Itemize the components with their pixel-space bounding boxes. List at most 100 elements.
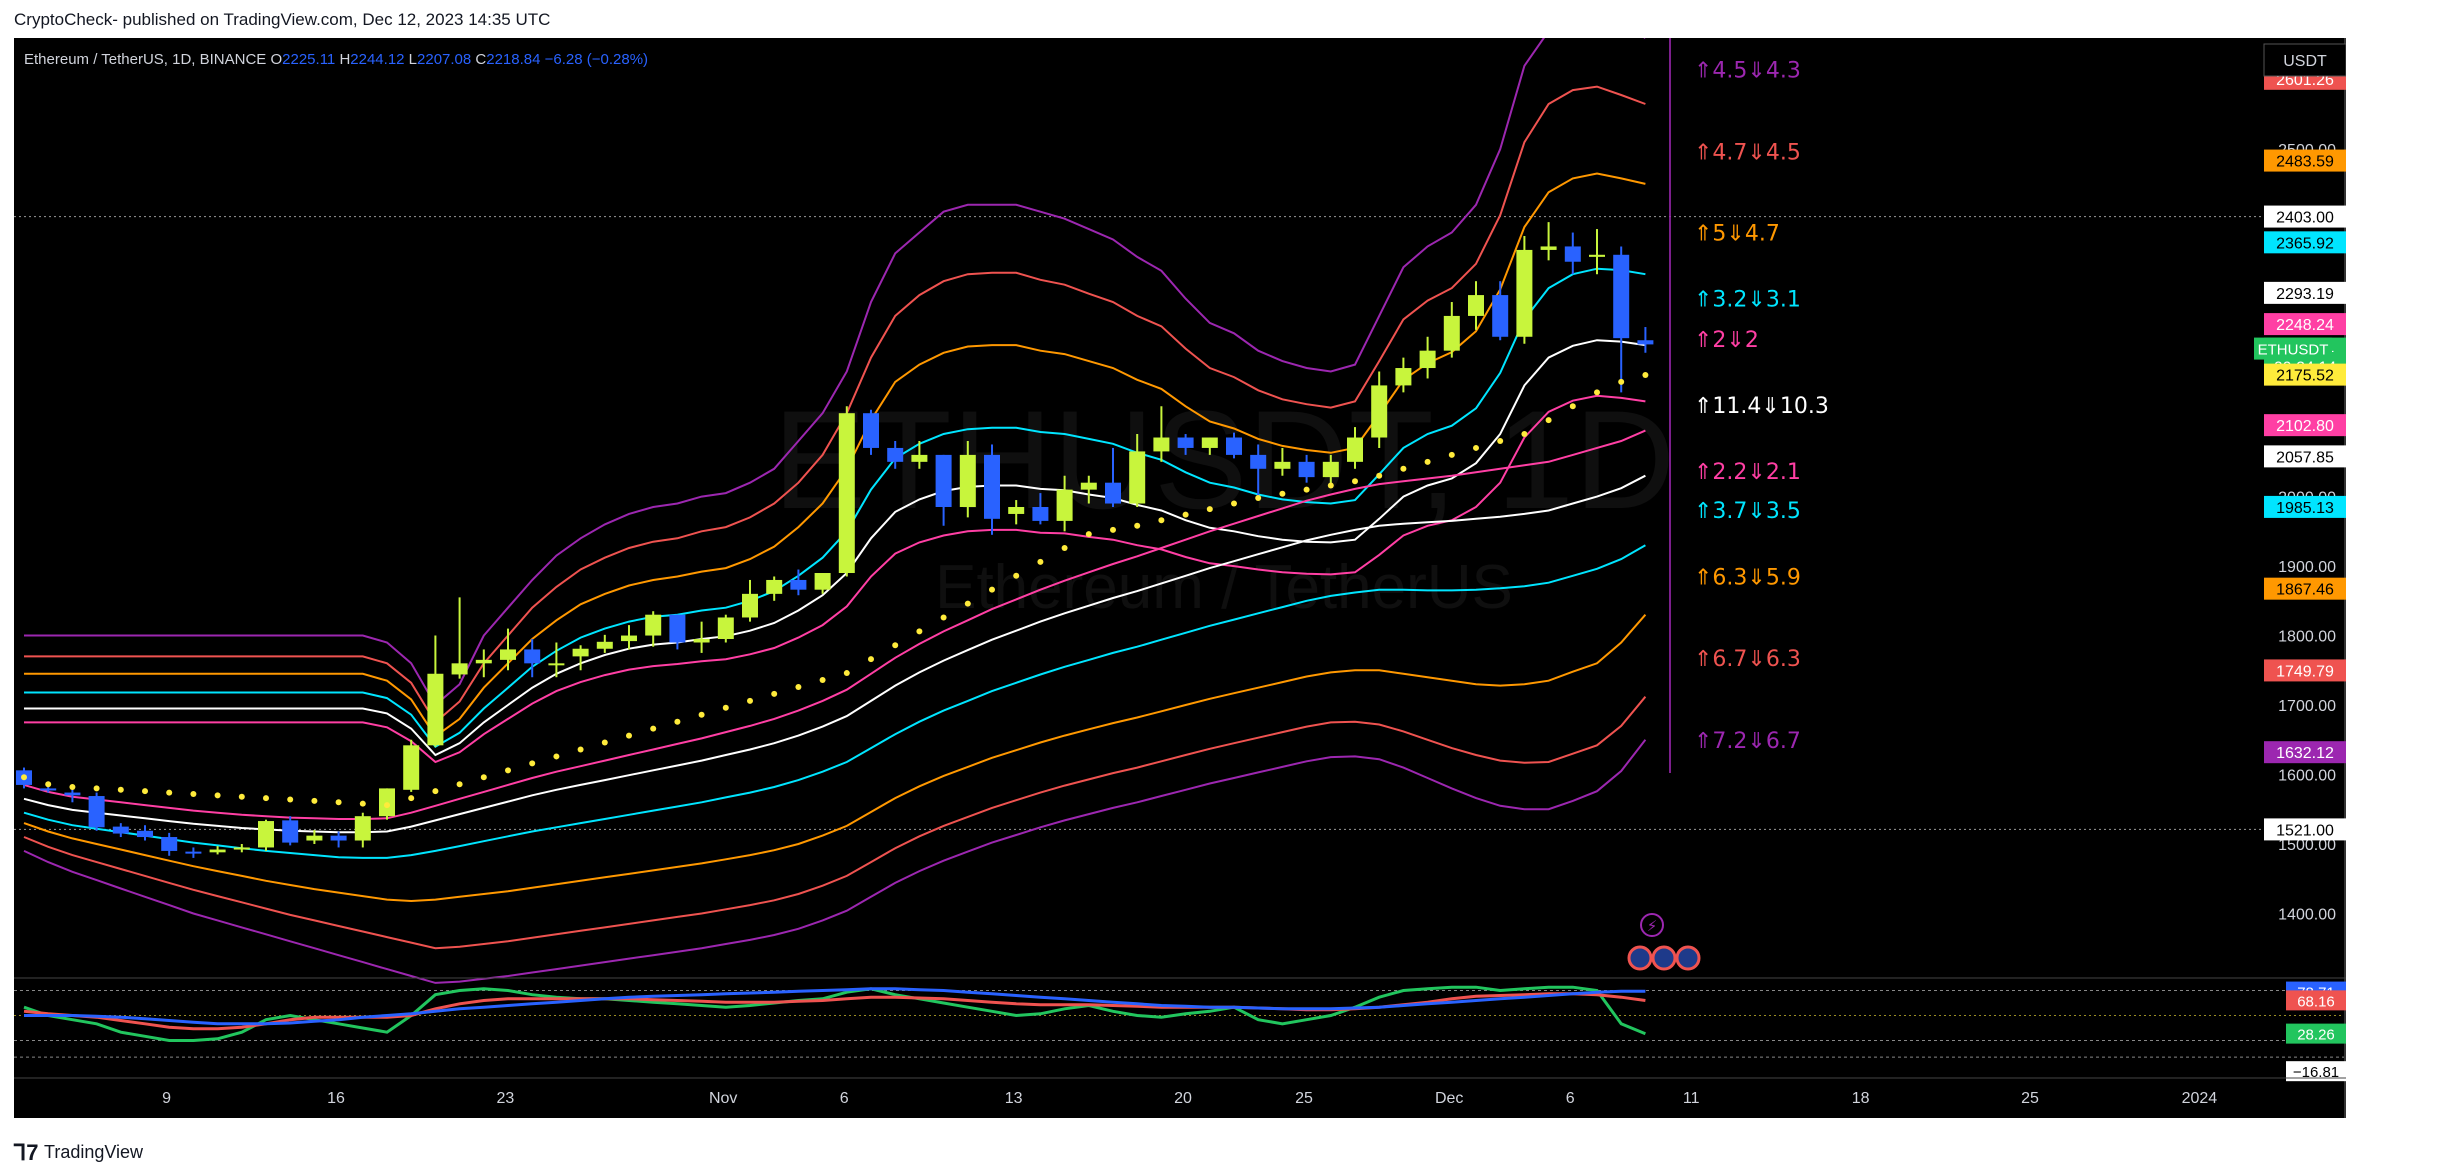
price-badge-box: [2264, 495, 2346, 518]
trend-dot: [843, 670, 850, 677]
candle-body: [1008, 507, 1025, 514]
trend-dot: [1182, 511, 1189, 518]
trend-dot: [892, 642, 899, 649]
candle-body: [838, 413, 855, 574]
x-tick-label: 11: [1683, 1090, 1700, 1107]
trend-dot: [553, 753, 560, 760]
trend-dot: [287, 796, 294, 803]
legend-part: −6.28 (−0.28%): [545, 51, 648, 68]
candle-body: [1347, 437, 1363, 462]
symbol-legend: Ethereum / TetherUS, 1D, BINANCE O2225.1…: [24, 51, 648, 68]
trend-dot: [1158, 517, 1165, 524]
band-cyan-upper: [24, 267, 1646, 749]
trend-dot: [69, 784, 76, 791]
candle-body: [717, 617, 734, 640]
trend-dot: [1424, 458, 1431, 465]
candle-body: [935, 454, 952, 507]
currency-box: [2263, 43, 2346, 77]
trend-dot: [1061, 544, 1068, 551]
band-label: ⇑2⇓2: [1694, 328, 1759, 353]
candle-body: [1395, 368, 1412, 386]
legend-part: 2207.08: [417, 51, 475, 68]
band-cyan-lower: [23, 544, 1646, 859]
price-badge: 1632.12: [2276, 745, 2334, 762]
y-tick-label: 1500.00: [2278, 837, 2336, 854]
band-pink-upper: [24, 394, 1646, 764]
band-label: ⇑6.3⇓5.9: [1694, 565, 1801, 590]
trend-dot: [117, 786, 124, 793]
candle-body: [1322, 461, 1339, 478]
us-flag-icon: [1651, 945, 1677, 971]
y-tick-label: 1900.00: [2278, 559, 2336, 576]
x-tick-label: Dec: [1435, 1090, 1463, 1107]
trend-dot: [311, 797, 318, 804]
candle-body: [669, 614, 686, 643]
trend-dot: [359, 800, 366, 807]
candle-body: [1371, 385, 1388, 438]
y-tick-label: 1600.00: [2278, 768, 2336, 785]
trend-dot: [1279, 490, 1286, 497]
candle-body: [403, 745, 420, 790]
candle-body: [1516, 249, 1533, 337]
candle-body: [112, 826, 129, 834]
x-tick-label: 2024: [2182, 1090, 2218, 1107]
candle-body: [1129, 451, 1146, 504]
trend-dot: [456, 781, 463, 788]
trend-dot: [868, 656, 874, 663]
band-label: ⇑2.2⇓2.1: [1694, 460, 1801, 485]
tradingview-logo-icon[interactable]: Ꞁ7: [14, 1140, 39, 1165]
legend-part: Ethereum / TetherUS, 1D, BINANCE: [24, 51, 270, 68]
band-purple-upper: [24, 38, 1646, 707]
trend-dot: [1255, 494, 1262, 501]
candle-body: [1250, 454, 1267, 469]
legend-part: C: [475, 51, 486, 68]
price-badge-box: [2264, 231, 2346, 254]
osc-line-green: [23, 985, 1646, 1042]
price-badge-box: [2264, 414, 2346, 437]
price-badge: 2483.59: [2276, 154, 2334, 171]
legend-part: L: [409, 51, 417, 68]
trend-dot: [650, 725, 657, 732]
us-flag-icon: [1627, 945, 1653, 971]
price-badge: 2175.52: [2276, 368, 2334, 385]
candle-body: [500, 649, 516, 660]
trend-dot: [1134, 522, 1141, 529]
band-label: ⇑5⇓4.7: [1694, 222, 1780, 247]
trend-dot: [795, 683, 802, 690]
candle-body: [1153, 437, 1170, 452]
band-label: ⇑7.2⇓6.7: [1694, 729, 1801, 754]
trend-dot: [1206, 506, 1213, 513]
trend-dot: [1327, 482, 1334, 489]
candle-body: [959, 454, 976, 507]
candle-body: [475, 659, 492, 664]
symbol-tag-box: [2254, 337, 2332, 360]
candle-body: [40, 788, 57, 791]
legend-part: 2244.12: [350, 51, 408, 68]
price-badge-box: [2264, 363, 2346, 386]
trend-dot: [93, 785, 100, 792]
trend-dot: [916, 628, 923, 635]
osc-badge: −16.81: [2293, 1064, 2339, 1081]
candle-body: [887, 447, 904, 462]
price-badge: 1749.79: [2276, 663, 2334, 680]
candle-body: [766, 579, 783, 594]
legend-part: H: [339, 51, 350, 68]
trend-dot: [480, 774, 487, 781]
candle-body: [1492, 295, 1509, 337]
price-badge-box: [2264, 659, 2346, 682]
trend-dot: [1013, 572, 1020, 579]
price-badge-box: [2264, 741, 2346, 764]
candle-body: [1274, 461, 1291, 469]
trend-dot: [819, 677, 826, 684]
trend-dot: [1594, 389, 1600, 396]
trend-dot: [1448, 451, 1455, 458]
candle-body: [863, 413, 879, 448]
price-badge: 1867.46: [2276, 582, 2334, 599]
trend-dot: [1110, 526, 1116, 533]
trend-dot: [166, 789, 173, 796]
trend-dot: [263, 795, 269, 802]
footer-brand[interactable]: TradingView: [44, 1142, 144, 1162]
x-tick-label: 6: [1566, 1090, 1575, 1107]
trend-dot: [771, 690, 778, 697]
